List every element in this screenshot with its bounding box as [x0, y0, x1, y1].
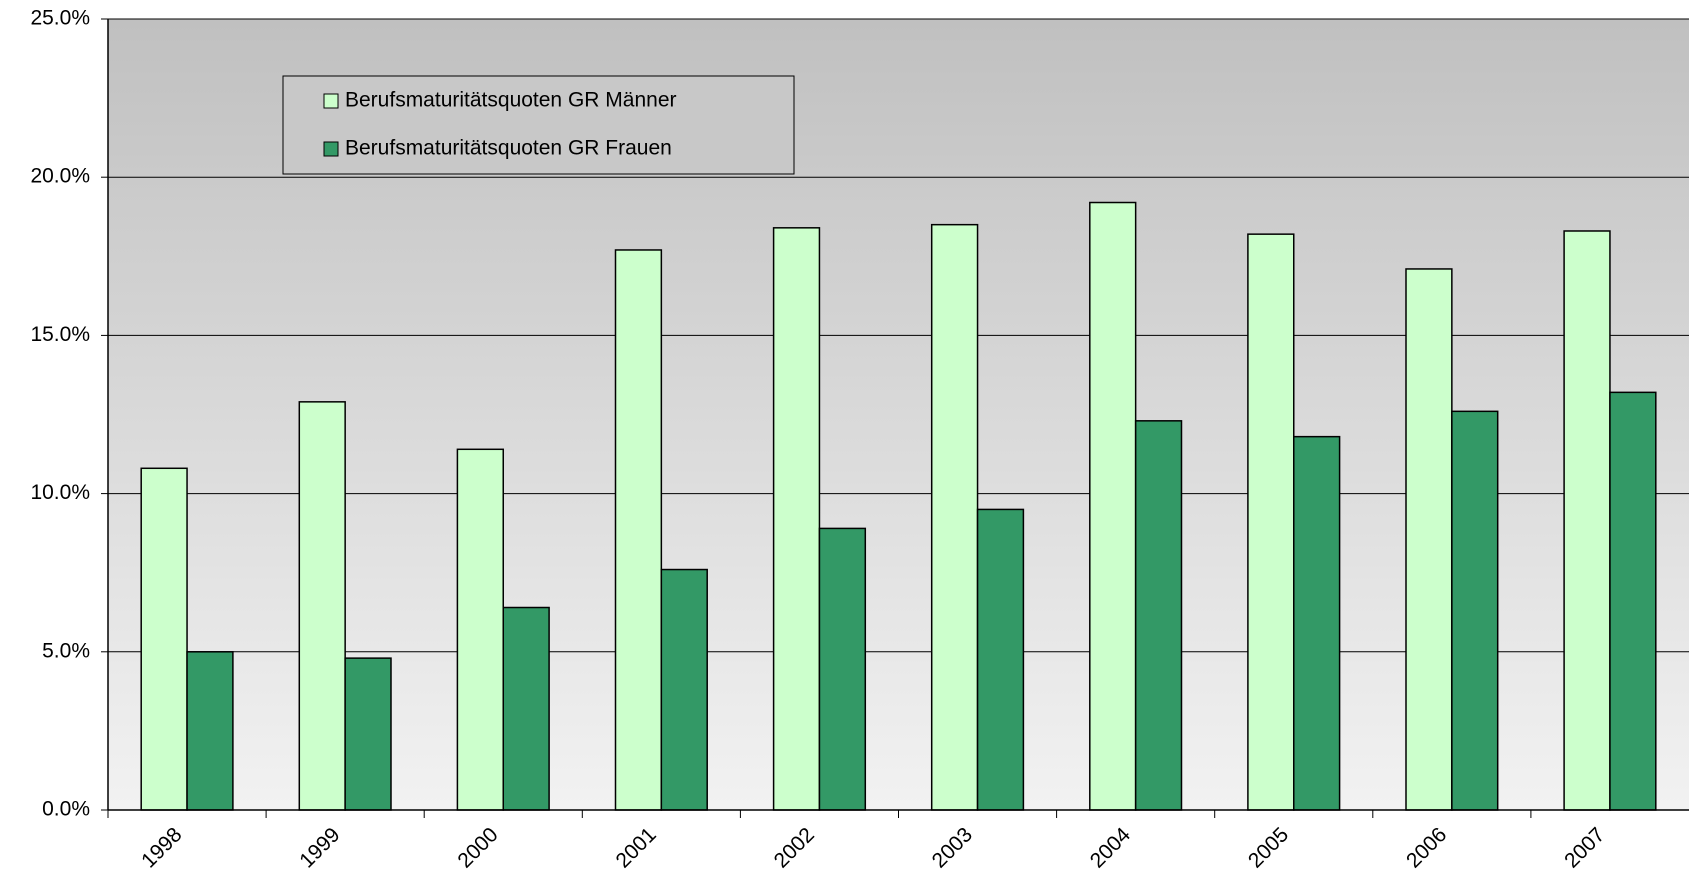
bar [344, 657, 392, 811]
legend: Berufsmaturitätsquoten GR Männer Berufsma… [282, 75, 795, 175]
y-tick-label: 25.0% [30, 7, 90, 30]
bar [140, 467, 188, 811]
bar [456, 448, 504, 811]
bar [298, 401, 346, 811]
bar [772, 227, 821, 811]
y-tick-label: 20.0% [30, 165, 90, 188]
x-tick-label: 1999 [295, 823, 344, 872]
y-tick-label: 0.0% [42, 798, 90, 821]
bar [186, 651, 234, 811]
bar [976, 508, 1025, 811]
x-tick-label: 1998 [137, 823, 186, 872]
legend-swatch [323, 141, 339, 157]
legend-box [282, 75, 795, 175]
x-tick-label: 2001 [612, 823, 661, 872]
bar [502, 606, 550, 811]
legend-label: Berufsmaturitätsquoten GR Frauen [345, 137, 672, 160]
bar [1293, 435, 1341, 811]
x-tick-label: 2005 [1244, 823, 1293, 872]
bar [930, 223, 979, 811]
bar [660, 568, 708, 811]
bar [1134, 420, 1183, 811]
bar [1563, 230, 1611, 811]
bar [614, 249, 663, 811]
y-tick-label: 5.0% [42, 639, 90, 662]
x-tick-label: 2002 [770, 823, 819, 872]
y-tick-label: 10.0% [30, 481, 90, 504]
x-tick-label: 2003 [928, 823, 977, 872]
x-tick-label: 2004 [1086, 823, 1136, 873]
bar [818, 527, 867, 811]
x-tick-label: 2007 [1560, 823, 1609, 872]
x-tick-label: 2006 [1402, 823, 1451, 872]
bar [1405, 268, 1453, 811]
legend-label: Berufsmaturitätsquoten GR Männer [345, 89, 677, 112]
bar [1247, 233, 1295, 811]
y-tick-label: 15.0% [30, 323, 90, 346]
bar [1451, 410, 1499, 811]
x-tick-label: 2000 [453, 823, 502, 872]
bar [1609, 391, 1657, 811]
bar [1089, 201, 1137, 811]
legend-swatch [323, 93, 339, 109]
